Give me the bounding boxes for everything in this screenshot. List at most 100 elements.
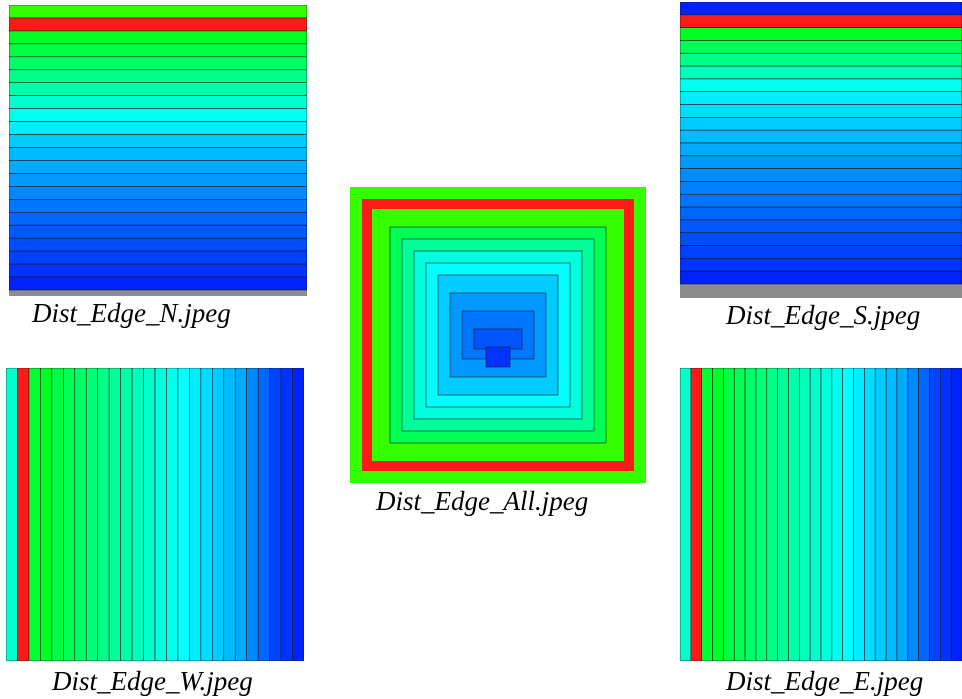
band — [9, 211, 307, 226]
band — [9, 134, 307, 148]
band — [723, 368, 735, 661]
band — [680, 40, 962, 54]
band — [9, 147, 307, 161]
band — [9, 108, 307, 122]
band — [9, 250, 307, 265]
band — [9, 95, 307, 109]
band — [788, 368, 800, 661]
band — [680, 206, 962, 221]
band — [9, 17, 307, 32]
band — [712, 368, 724, 661]
band — [9, 43, 307, 58]
band — [680, 65, 962, 80]
band — [680, 2, 962, 16]
band — [680, 14, 962, 28]
band — [864, 368, 876, 661]
band — [9, 237, 307, 252]
band — [177, 368, 190, 661]
image-dist-edge-w — [6, 368, 304, 661]
image-dist-edge-s — [680, 2, 962, 298]
band — [120, 368, 133, 661]
band — [929, 368, 941, 661]
band — [9, 30, 307, 45]
band — [9, 82, 307, 96]
band — [9, 5, 307, 19]
band — [690, 368, 702, 661]
dist-edge-w-heatmap — [6, 368, 304, 661]
band — [777, 368, 789, 661]
band — [9, 263, 307, 278]
band — [85, 368, 98, 661]
band — [809, 368, 822, 661]
band — [9, 121, 307, 135]
band — [680, 168, 962, 182]
band — [257, 368, 270, 661]
band — [9, 173, 307, 187]
band — [28, 368, 41, 661]
caption-dist-edge-all: Dist_Edge_All.jpeg — [376, 486, 589, 516]
band — [17, 368, 30, 661]
caption-dist-edge-e: Dist_Edge_E.jpeg — [726, 666, 924, 696]
band — [680, 78, 962, 93]
band — [831, 368, 843, 661]
dist-edge-all-heatmap — [350, 187, 646, 483]
band — [680, 270, 962, 285]
band — [234, 368, 247, 661]
band — [74, 368, 87, 661]
band — [9, 160, 307, 174]
image-dist-edge-all — [350, 187, 646, 483]
band — [212, 368, 225, 661]
dist-edge-n-heatmap — [9, 5, 307, 296]
band — [799, 368, 811, 661]
ring — [473, 328, 523, 350]
band — [680, 27, 962, 41]
band — [246, 368, 259, 661]
band — [885, 368, 898, 661]
band — [733, 368, 746, 661]
band — [9, 69, 307, 84]
band — [874, 368, 887, 661]
band — [680, 129, 962, 144]
caption-dist-edge-s: Dist_Edge_S.jpeg — [726, 300, 921, 330]
band — [680, 91, 962, 105]
band — [143, 368, 156, 661]
band — [131, 368, 144, 661]
band — [701, 368, 713, 661]
band — [269, 368, 282, 661]
band — [680, 245, 962, 259]
band — [154, 368, 167, 661]
ring — [485, 346, 511, 368]
band — [680, 104, 962, 118]
caption-dist-edge-w: Dist_Edge_W.jpeg — [52, 666, 253, 696]
band — [40, 368, 53, 661]
band — [680, 193, 962, 208]
band — [200, 368, 213, 661]
image-dist-edge-e — [680, 368, 962, 661]
band — [680, 258, 962, 272]
dist-edge-e-heatmap — [680, 368, 962, 661]
band — [63, 368, 76, 661]
band — [680, 142, 962, 157]
band — [680, 232, 962, 246]
band — [97, 368, 110, 661]
band — [680, 368, 692, 661]
band — [744, 368, 757, 661]
band — [108, 368, 121, 661]
band — [9, 224, 307, 239]
band — [842, 368, 854, 661]
band — [680, 181, 962, 195]
band — [189, 368, 202, 661]
band — [51, 368, 64, 661]
band — [680, 155, 962, 169]
band — [940, 368, 952, 661]
image-dist-edge-n — [9, 5, 307, 296]
band — [9, 186, 307, 200]
band — [907, 368, 919, 661]
band — [680, 52, 962, 67]
band — [950, 368, 962, 661]
band — [853, 368, 865, 661]
dist-edge-s-heatmap — [680, 2, 962, 298]
caption-dist-edge-n: Dist_Edge_N.jpeg — [32, 298, 231, 328]
band — [755, 368, 768, 661]
band — [280, 368, 293, 661]
